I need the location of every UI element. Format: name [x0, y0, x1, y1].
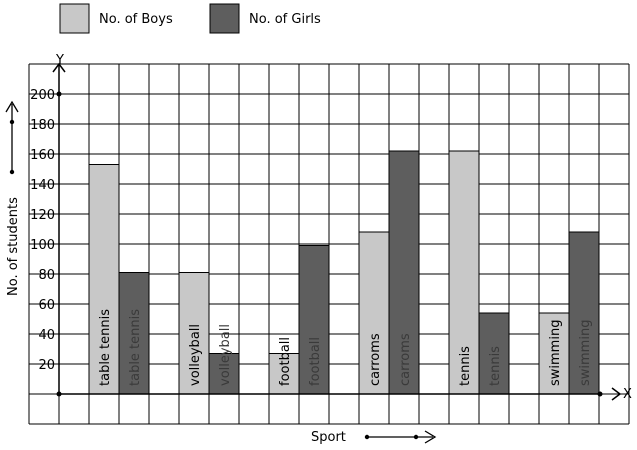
bar-tennis-girls — [478, 312, 510, 395]
legend-label-boys: No. of Boys — [99, 12, 173, 27]
bar-label-tennis-boys: tennis — [458, 346, 473, 386]
x-title-arrowhead — [424, 430, 437, 444]
origin-dot — [56, 391, 62, 397]
bar-table-tennis-girls — [118, 272, 150, 395]
y-tick-label: 180 — [30, 118, 55, 133]
y-tick-label: 60 — [38, 298, 55, 313]
bar-tennis-boys — [448, 150, 480, 395]
x-title-arrow-dot-mid — [413, 434, 419, 440]
bar-table-tennis-boys — [88, 164, 120, 395]
legend-swatch-boys — [59, 3, 90, 34]
legend-swatch-girls — [209, 3, 240, 34]
bar-swimming-girls — [568, 231, 600, 395]
legend-label-girls: No. of Girls — [249, 12, 321, 27]
bar-label-carroms-boys: carroms — [368, 333, 383, 386]
x-title-arrow-dot-start — [364, 434, 370, 440]
y-tick-label: 80 — [38, 268, 55, 283]
y-axis-title-group: No. of students — [5, 100, 21, 296]
axes: Y X — [52, 53, 632, 402]
legend: No. of Boys No. of Girls — [59, 3, 321, 34]
x-axis-dot — [597, 391, 603, 397]
y-tick-labels: 20 40 60 80 100 120 140 160 180 200 — [30, 88, 55, 373]
bar-football-boys — [268, 353, 300, 395]
bar-swimming-boys — [538, 312, 570, 395]
y-axis-arrowhead — [52, 62, 66, 73]
y-tick-label: 140 — [30, 178, 55, 193]
y-tick-label: 160 — [30, 148, 55, 163]
y-axis-letter: Y — [55, 53, 64, 68]
x-axis-arrowhead — [611, 387, 622, 401]
x-axis-title: Sport — [311, 430, 346, 445]
y-tick-label: 40 — [38, 328, 55, 343]
y-title-arrow-dot-start — [9, 169, 15, 175]
y-tick-label: 120 — [30, 208, 55, 223]
bar-label-swimming-girls: swimming — [578, 320, 593, 386]
bar-labels: table tennis table tennis volleyball volley… — [98, 309, 593, 386]
bar-label-carroms-girls: carroms — [398, 333, 413, 386]
bars — [88, 150, 600, 395]
y-title-arrow-dot-mid — [9, 119, 15, 125]
y-tick-label: 200 — [30, 88, 55, 103]
x-axis-title-group: Sport — [311, 430, 437, 445]
bar-label-swimming-boys: swimming — [548, 320, 563, 386]
bar-label-table-tennis-girls: table tennis — [128, 309, 143, 386]
y-tick-label: 100 — [30, 238, 55, 253]
y-tick-label: 20 — [38, 358, 55, 373]
bar-label-football-boys: football — [278, 337, 293, 386]
y-axis-dot — [56, 91, 62, 97]
y-axis-title: No. of students — [6, 197, 21, 296]
bar-volleyball-girls — [208, 353, 240, 395]
bar-label-table-tennis-boys: table tennis — [98, 309, 113, 386]
bar-label-volleyball-boys: volleyball — [188, 324, 203, 386]
bar-carroms-girls — [388, 150, 420, 395]
bar-label-tennis-girls: tennis — [488, 346, 503, 386]
bar-label-volleyball-girls: volleyball — [218, 324, 233, 386]
bar-label-football-girls: football — [308, 337, 323, 386]
y-title-arrowhead — [5, 100, 19, 113]
x-axis-letter: X — [623, 387, 632, 402]
